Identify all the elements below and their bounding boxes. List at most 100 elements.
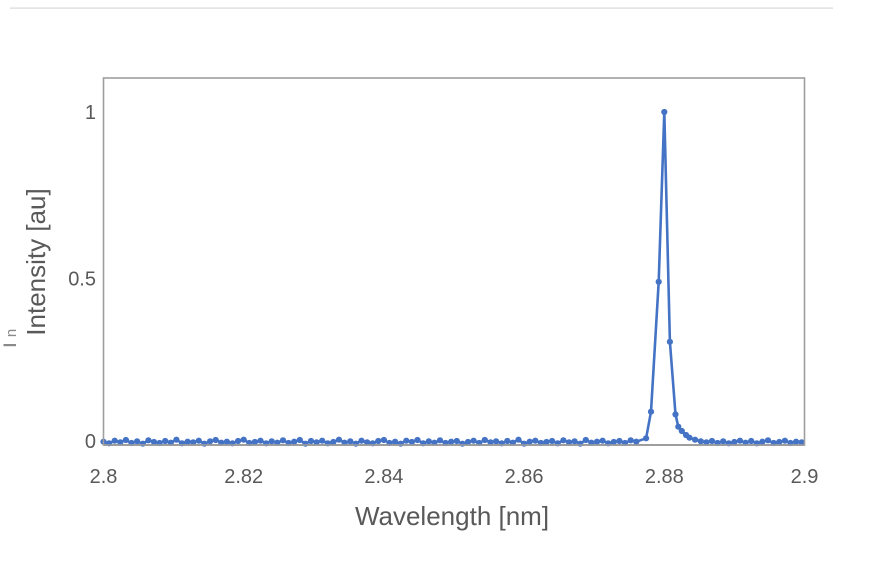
x-tick-label: 2.9 — [791, 466, 819, 488]
data-point-marker — [686, 434, 693, 441]
data-point-marker — [543, 438, 550, 446]
data-point-marker — [748, 437, 755, 445]
x-axis-title: Wavelength [nm] — [355, 501, 549, 531]
data-point-marker — [392, 438, 399, 445]
x-tick-label: 2.82 — [224, 466, 263, 488]
data-point-marker — [643, 435, 650, 442]
data-point-marker — [731, 438, 738, 446]
data-point-marker — [736, 437, 744, 444]
y-tick-label: 0 — [85, 431, 96, 453]
data-point-marker — [307, 437, 315, 445]
data-point-marker — [776, 438, 783, 446]
data-point-marker — [633, 438, 640, 445]
x-tick-label: 2.84 — [364, 466, 403, 488]
data-point-marker — [235, 437, 242, 445]
data-point-marker — [448, 438, 455, 445]
data-point-marker — [380, 436, 387, 444]
data-point-marker — [296, 436, 303, 444]
data-point-marker — [257, 437, 264, 444]
y-axis-title: Intensity [au] — [21, 188, 51, 335]
data-point-marker — [201, 440, 208, 447]
data-point-marker — [593, 438, 601, 445]
data-point-marker — [703, 439, 710, 446]
data-point-marker — [313, 439, 320, 446]
data-point-marker — [697, 438, 704, 445]
data-point-marker — [425, 438, 432, 445]
data-point-marker — [708, 437, 716, 445]
data-point-marker — [678, 427, 685, 435]
data-point-marker — [122, 436, 129, 444]
data-point-marker — [560, 437, 567, 444]
data-point-marker — [403, 437, 410, 444]
edge-artifact: n — [3, 329, 20, 347]
spectrum-series-line — [102, 110, 803, 445]
data-point-marker — [565, 439, 573, 446]
data-point-marker — [521, 440, 528, 447]
x-tick-label: 2.88 — [645, 466, 684, 488]
data-point-marker — [577, 440, 584, 447]
data-point-marker — [319, 437, 326, 444]
data-point-marker — [793, 438, 800, 445]
edge-artifact-glyph: n — [3, 329, 20, 337]
data-point-marker — [532, 437, 539, 444]
data-point-marker — [358, 437, 365, 444]
data-point-marker — [661, 108, 668, 116]
data-point-marker — [240, 436, 247, 443]
data-point-marker — [330, 438, 337, 446]
data-point-marker — [470, 437, 477, 444]
data-point-marker — [720, 438, 727, 445]
data-point-marker — [291, 438, 298, 445]
data-point-marker — [150, 438, 158, 446]
data-point-marker — [487, 439, 494, 446]
data-point-marker — [549, 437, 556, 445]
data-point-marker — [599, 437, 606, 444]
data-point-marker — [453, 437, 460, 445]
data-point-marker — [616, 437, 623, 445]
data-point-marker — [190, 439, 197, 446]
data-point-marker — [481, 436, 488, 444]
data-point-marker — [610, 438, 617, 446]
x-tick-labels: 2.8 2.82 2.84 2.86 2.88 2.9 — [90, 466, 819, 488]
data-point-marker — [347, 438, 354, 445]
data-point-marker — [764, 437, 772, 444]
data-point-marker — [672, 411, 679, 418]
y-tick-labels: 00.51 — [68, 102, 96, 453]
data-point-marker — [504, 437, 511, 445]
data-point-marker — [375, 437, 382, 445]
data-point-marker — [798, 439, 805, 446]
data-point-marker — [571, 438, 578, 445]
data-point-marker — [397, 440, 404, 447]
data-point-marker — [195, 437, 202, 444]
data-point-marker — [335, 436, 343, 443]
data-point-marker — [173, 436, 180, 443]
data-point-marker — [139, 440, 146, 447]
data-point-marker — [759, 438, 766, 445]
data-point-marker — [212, 436, 219, 444]
y-tick-label: 1 — [85, 102, 96, 124]
data-point-marker — [364, 439, 371, 446]
data-point-marker — [134, 438, 141, 445]
data-point-marker — [436, 437, 444, 444]
plot-frame — [102, 77, 806, 446]
data-point-marker — [184, 438, 191, 445]
data-point-marker — [647, 408, 655, 415]
data-point-marker — [414, 436, 421, 444]
data-point-marker — [302, 440, 309, 447]
data-point-marker — [223, 438, 230, 445]
data-point-marker — [781, 437, 789, 444]
data-point-marker — [692, 436, 699, 443]
data-point-marker — [408, 438, 415, 446]
data-point-marker — [279, 437, 287, 444]
data-point-marker — [464, 438, 472, 446]
data-point-marker — [493, 438, 500, 445]
data-point-marker — [526, 438, 533, 445]
data-point-marker — [145, 437, 152, 444]
data-point-marker — [111, 437, 118, 444]
data-point-marker — [251, 438, 258, 446]
y-tick-label: 0.5 — [68, 269, 96, 291]
data-point-marker — [162, 437, 169, 445]
data-point-marker — [515, 436, 522, 443]
x-tick-label: 2.86 — [505, 466, 544, 488]
